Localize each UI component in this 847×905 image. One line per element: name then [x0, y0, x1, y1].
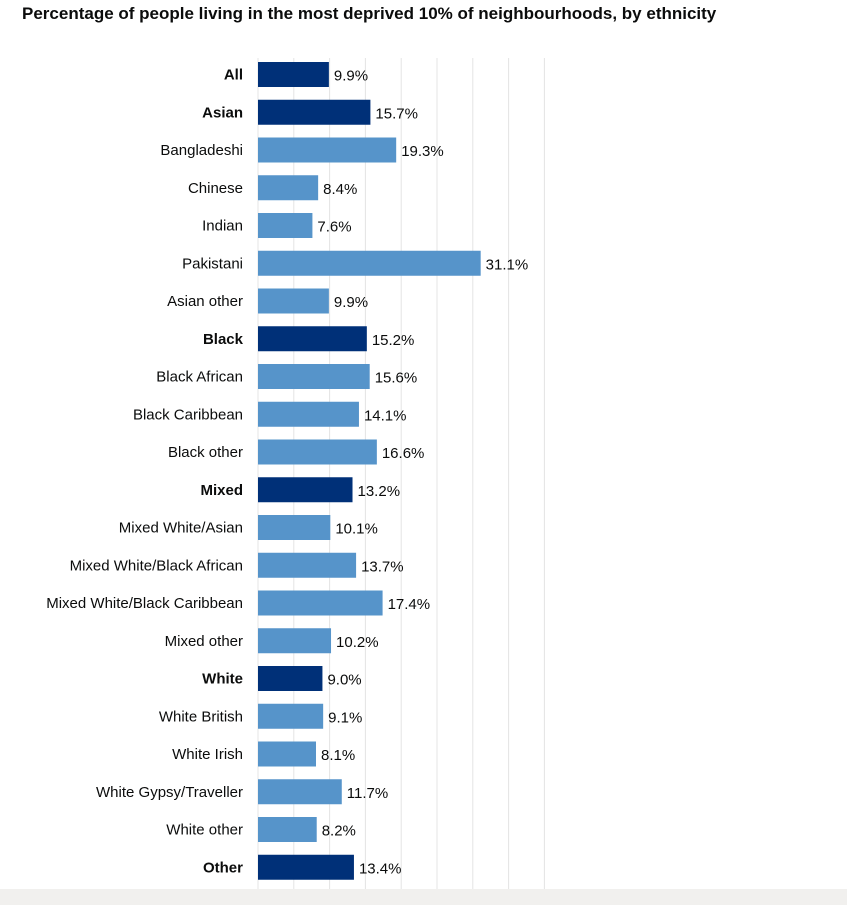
category-label: Black other — [168, 444, 243, 461]
value-label: 14.1% — [364, 407, 407, 424]
bar — [258, 175, 319, 201]
bar — [258, 628, 332, 654]
bar — [258, 439, 377, 465]
value-label: 31.1% — [486, 256, 529, 273]
footer-strip — [0, 889, 847, 905]
value-label: 19.3% — [401, 143, 444, 160]
value-label: 15.2% — [372, 332, 415, 349]
category-label: Black — [203, 331, 244, 348]
value-label: 11.7% — [347, 785, 388, 802]
value-label: 7.6% — [317, 219, 351, 236]
category-label: Asian other — [167, 293, 243, 310]
value-label: 10.1% — [335, 521, 378, 538]
category-label: Pakistani — [182, 255, 243, 272]
category-label: Indian — [202, 218, 243, 235]
bar — [258, 477, 353, 503]
value-label: 15.7% — [375, 105, 418, 122]
category-label: Black African — [156, 369, 243, 386]
bar — [258, 250, 481, 276]
category-label: Mixed other — [165, 633, 243, 650]
value-label: 13.2% — [358, 483, 401, 500]
bar — [258, 741, 316, 767]
bar — [258, 703, 324, 729]
bars: All 9.9% Asian 15.7% Bangladeshi 19.3% Chinese… — [46, 62, 528, 880]
category-label: Bangladeshi — [160, 142, 243, 159]
value-label: 9.9% — [334, 294, 368, 311]
value-label: 16.6% — [382, 445, 425, 462]
category-label: Other — [203, 859, 243, 876]
bar — [258, 401, 359, 427]
value-label: 9.0% — [327, 672, 361, 689]
category-label: All — [224, 67, 243, 84]
value-label: 17.4% — [388, 596, 431, 613]
value-label: 15.6% — [375, 370, 418, 387]
category-label: White other — [166, 822, 243, 839]
bar — [258, 364, 370, 389]
category-label: Mixed White/Black Caribbean — [46, 595, 243, 612]
category-label: Asian — [202, 104, 243, 121]
value-label: 9.1% — [328, 709, 362, 726]
bar — [258, 552, 357, 578]
category-label: Chinese — [188, 180, 243, 197]
category-label: Black Caribbean — [133, 406, 243, 423]
value-label: 8.2% — [322, 823, 356, 840]
value-label: 8.1% — [321, 747, 355, 764]
bar — [258, 666, 323, 691]
bar — [258, 288, 329, 314]
bar — [258, 515, 331, 540]
bar — [258, 326, 367, 352]
category-label: White Irish — [172, 746, 243, 763]
bar — [258, 590, 383, 616]
bar — [258, 854, 354, 880]
category-label: White — [202, 671, 243, 688]
bar — [258, 137, 397, 163]
value-label: 10.2% — [336, 634, 379, 651]
chart-title: Percentage of people living in the most … — [22, 4, 717, 23]
bar — [258, 213, 313, 238]
bar — [258, 817, 317, 842]
category-label: Mixed White/Black African — [70, 557, 243, 574]
category-label: Mixed White/Asian — [119, 520, 243, 537]
value-label: 13.7% — [361, 558, 404, 575]
category-label: White Gypsy/Traveller — [96, 784, 243, 801]
value-label: 8.4% — [323, 181, 357, 198]
category-label: Mixed — [200, 482, 243, 499]
bar — [258, 99, 371, 125]
value-label: 13.4% — [359, 860, 402, 877]
value-label: 9.9% — [334, 68, 368, 85]
category-label: White British — [159, 708, 243, 725]
bar — [258, 62, 329, 87]
bar — [258, 779, 342, 805]
